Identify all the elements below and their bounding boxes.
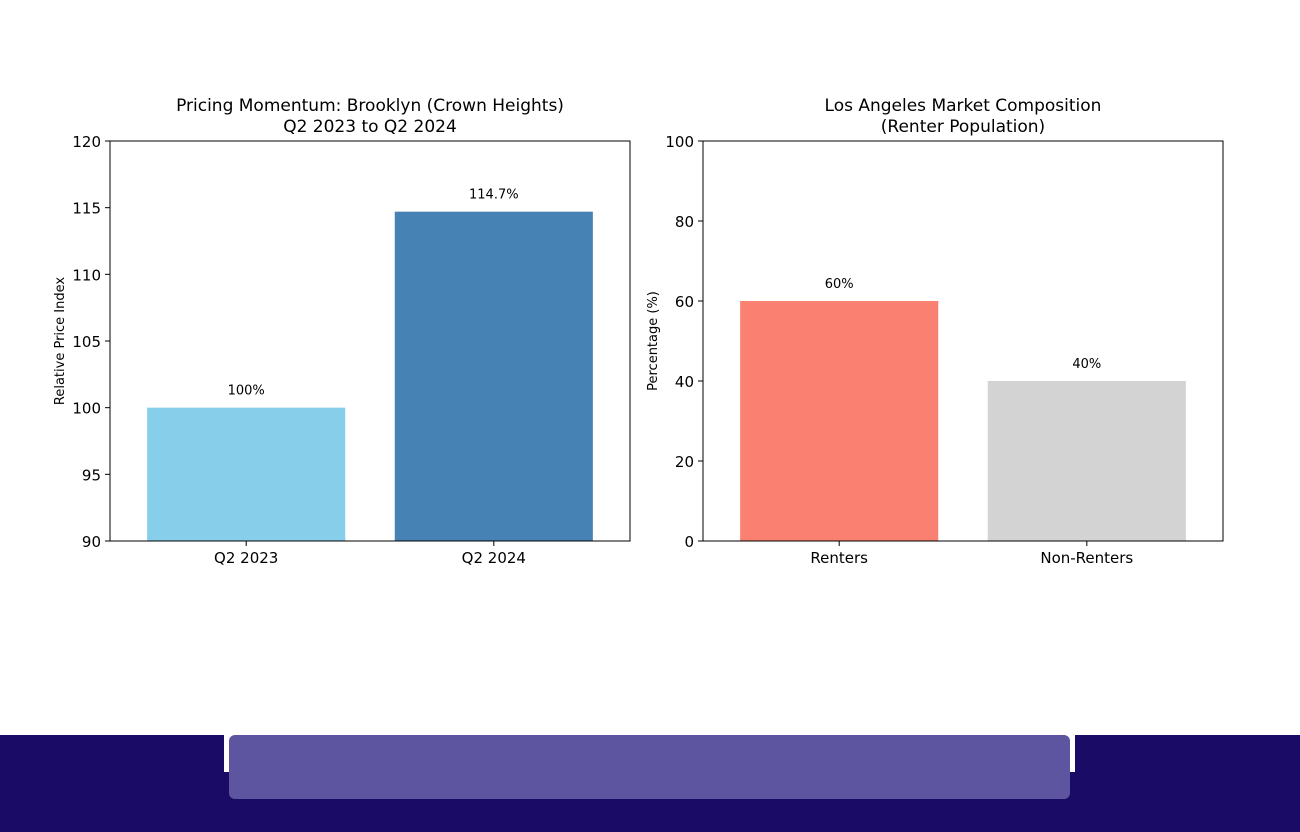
chart-1-ytick-label-1: 90 <box>82 533 101 551</box>
chart-2-ytick-label-4: 60 <box>675 293 694 311</box>
chart-2-bar-1 <box>740 301 939 541</box>
chart-2-xtick-label-2: Non-Renters <box>1040 549 1133 567</box>
chart-2-bar-2 <box>987 381 1186 541</box>
chart-2-ytick-label-6: 100 <box>665 133 694 151</box>
chart-1-title: Pricing Momentum: Brooklyn (Crown Height… <box>176 96 564 116</box>
chart-1-data-label-1: 100% <box>228 384 265 399</box>
chart-2-ytick-label-5: 80 <box>675 213 694 231</box>
chart-2-xtick-label-1: Renters <box>810 549 868 567</box>
chart-1-ytick-label-7: 120 <box>72 133 101 151</box>
chart-1-ytick-label-6: 115 <box>72 200 101 218</box>
chart-2-data-label-2: 40% <box>1072 357 1101 372</box>
chart-2-ytick-label-2: 20 <box>675 453 694 471</box>
chart-2-ytick-label-1: 0 <box>684 533 694 551</box>
chart-2-subtitle: (Renter Population) <box>881 117 1045 137</box>
chart-2-data-label-1: 60% <box>825 277 854 292</box>
charts-canvas: Pricing Momentum: Brooklyn (Crown Height… <box>53 96 1224 567</box>
chart-1-ylabel: Relative Price Index <box>53 277 68 405</box>
chart-1-ytick-label-3: 100 <box>72 400 101 418</box>
chart-2-frame <box>702 140 1224 542</box>
footer-panel <box>229 735 1070 799</box>
chart-1-bar-1 <box>147 407 346 541</box>
chart-1-data-label-2: 114.7% <box>469 188 519 203</box>
chart-2-title: Los Angeles Market Composition <box>825 96 1102 116</box>
chart-1-ytick-label-4: 105 <box>72 333 101 351</box>
chart-1-ytick-label-5: 110 <box>72 266 101 284</box>
chart-1-bar-2 <box>394 211 593 541</box>
chart-1-ytick-label-2: 95 <box>82 466 101 484</box>
chart-1-xtick-label-1: Q2 2023 <box>214 549 278 567</box>
chart-1-xtick-label-2: Q2 2024 <box>462 549 526 567</box>
chart-1-subtitle: Q2 2023 to Q2 2024 <box>283 117 457 137</box>
chart-2-ylabel: Percentage (%) <box>646 291 661 391</box>
chart-2-ytick-label-3: 40 <box>675 373 694 391</box>
